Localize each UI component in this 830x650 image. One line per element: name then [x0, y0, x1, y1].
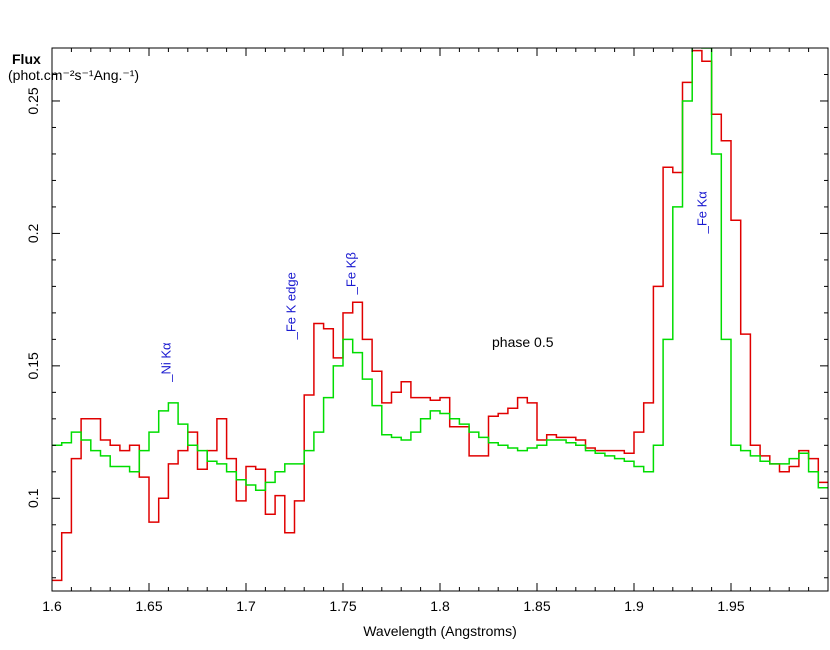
y-tick-label: 0.25 [25, 87, 41, 114]
x-tick-label: 1.6 [42, 598, 62, 614]
y-axis-title-line2: (phot.cm⁻²s⁻¹Ang.⁻¹) [8, 67, 139, 83]
x-axis-title: Wavelength (Angstroms) [363, 623, 517, 639]
y-tick-label: 0.1 [25, 488, 41, 508]
x-tick-label: 1.75 [329, 598, 356, 614]
line-label: _Ni Kα [158, 342, 173, 383]
x-tick-label: 1.95 [717, 598, 744, 614]
line-label: _Fe K edge [283, 272, 298, 340]
x-tick-label: 1.9 [624, 598, 644, 614]
x-tick-label: 1.85 [523, 598, 550, 614]
series-line-0 [52, 49, 828, 582]
line-label: _Fe Kβ [344, 252, 359, 295]
x-tick-label: 1.65 [135, 598, 162, 614]
series-line-1 [52, 48, 828, 492]
y-axis-title-line1: Flux [12, 51, 41, 67]
y-tick-label: 0.2 [25, 223, 41, 243]
line-label: _Fe Kα [695, 191, 710, 235]
x-tick-label: 1.8 [430, 598, 450, 614]
x-tick-label: 1.7 [236, 598, 256, 614]
y-tick-label: 0.15 [25, 352, 41, 379]
phase-annotation: phase 0.5 [492, 334, 554, 350]
